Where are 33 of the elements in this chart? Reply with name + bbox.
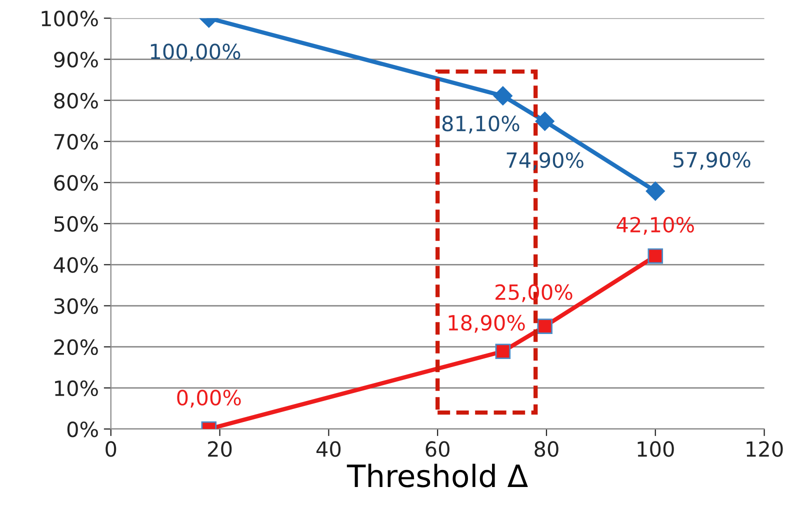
y-tick-label: 50% [54, 216, 98, 232]
point [535, 112, 554, 131]
y-tick-label: 10% [55, 380, 98, 396]
x-tick-label: 60 [426, 441, 450, 457]
data-label: 74,90% [506, 152, 584, 170]
data-label: 25,00% [496, 284, 572, 302]
y-tick-label: 0% [67, 421, 98, 438]
point [537, 318, 552, 334]
x-tick-label: 120 [746, 441, 783, 457]
x-tick-label: 0 [106, 441, 116, 457]
x-tick-label: 40 [316, 441, 341, 457]
point [493, 86, 512, 106]
y-tick-label: 80% [54, 92, 98, 109]
data-label: 42,10% [616, 216, 694, 235]
y-tick-label: 90% [54, 52, 98, 68]
point [495, 344, 511, 359]
point [646, 182, 665, 201]
data-label: 100,00% [150, 44, 240, 62]
data-label: 0,00% [177, 390, 241, 408]
y-tick-label: 100% [42, 10, 98, 26]
y-tick-label: 70% [54, 134, 98, 150]
y-tick-label: 20% [54, 339, 98, 356]
y-tick-label: 40% [54, 257, 98, 273]
x-tick-label: 20 [208, 441, 232, 457]
data-label: 18,90% [448, 314, 525, 333]
x-tick-label: 80 [534, 441, 558, 457]
x-axis-title: Threshold Δ [346, 464, 528, 488]
data-label: 57,90% [674, 152, 750, 170]
x-tick-label: 100 [638, 441, 674, 457]
y-tick-label: 60% [54, 174, 98, 191]
data-label: 81,10% [442, 116, 520, 134]
y-tick-label: 30% [54, 298, 98, 314]
point [648, 248, 664, 264]
